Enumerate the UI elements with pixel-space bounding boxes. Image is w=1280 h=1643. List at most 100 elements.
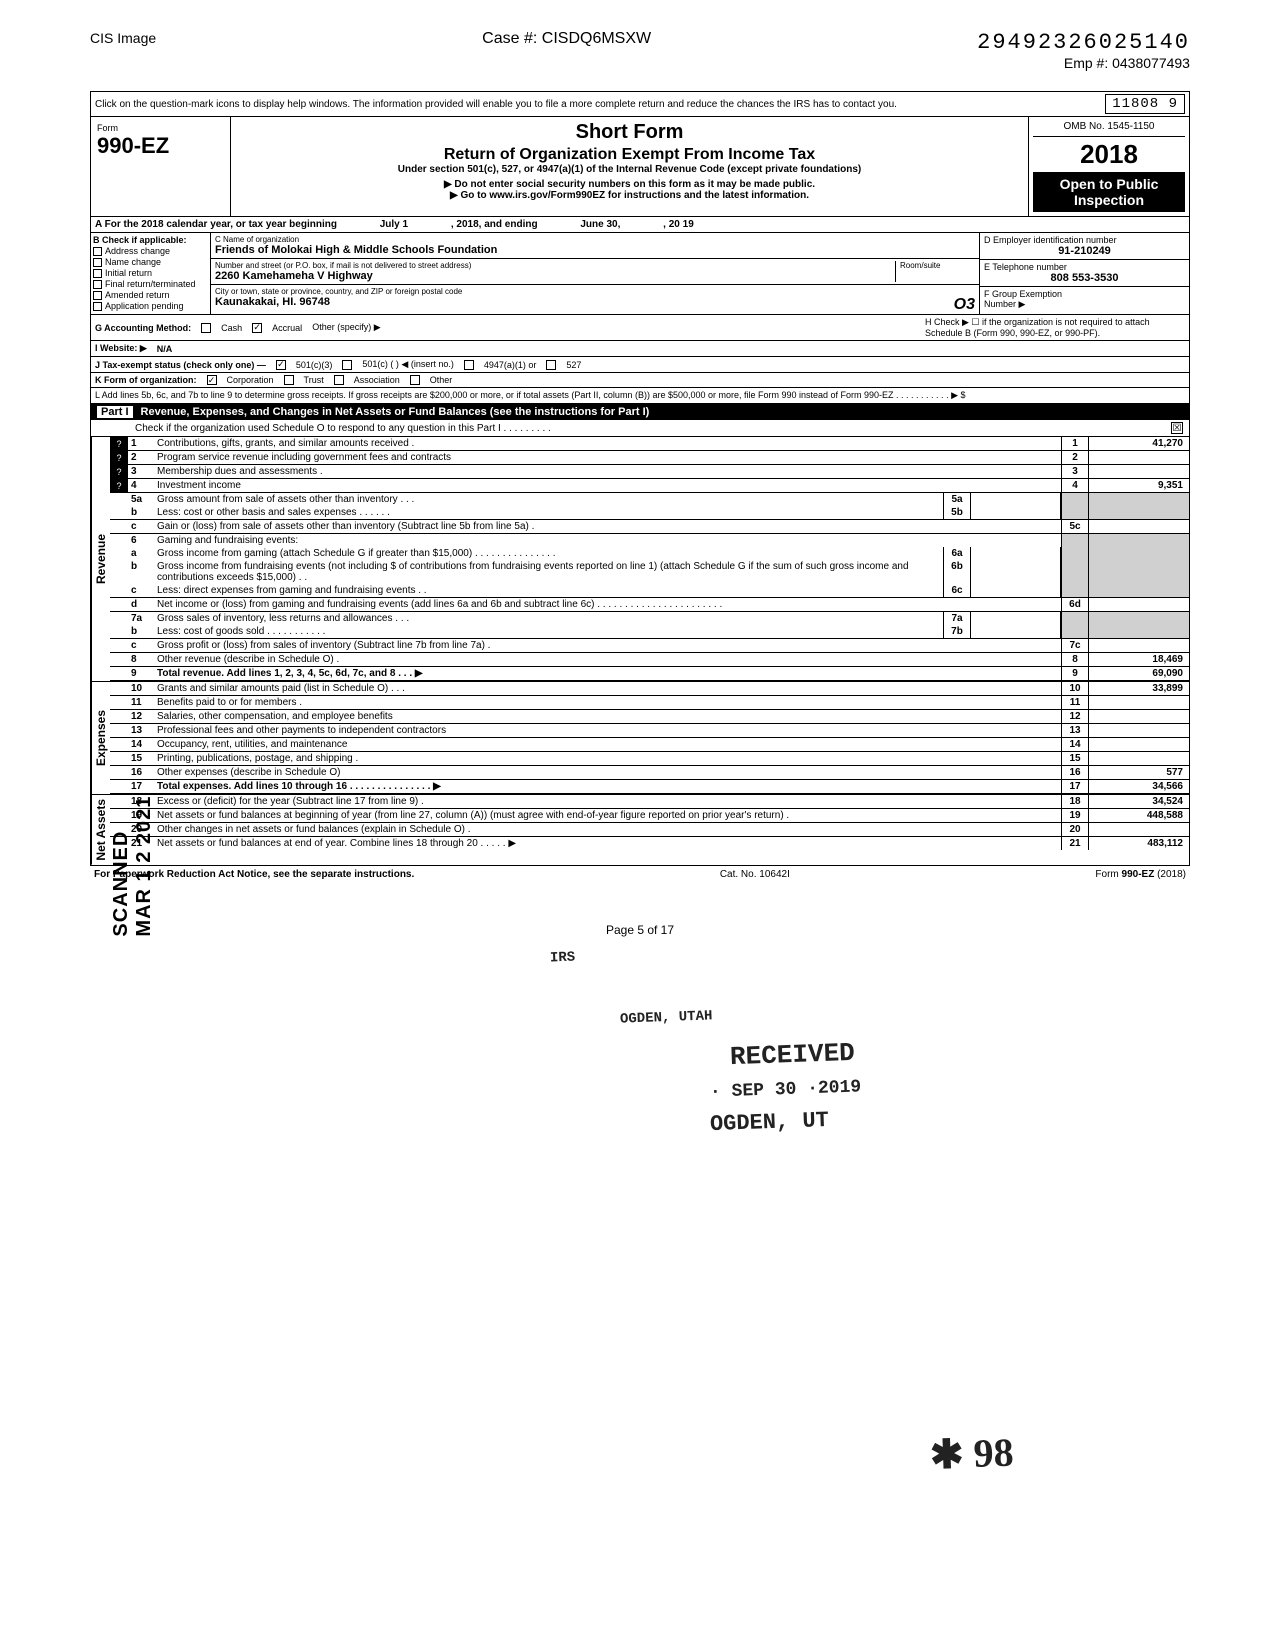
c-label: C Name of organization — [215, 235, 975, 244]
line-5a: 5a Gross amount from sale of assets othe… — [110, 493, 1189, 506]
line-21: 21 Net assets or fund balances at end of… — [110, 837, 1189, 850]
check-501c[interactable] — [342, 360, 352, 370]
org-city: Kaunakakai, HI. 96748 — [215, 296, 330, 308]
check-name-change[interactable]: Name change — [93, 257, 208, 267]
line-1: ?1 Contributions, gifts, grants, and sim… — [110, 437, 1189, 451]
netassets-label: Net Assets — [91, 795, 110, 865]
part1-header: Part I Revenue, Expenses, and Changes in… — [91, 404, 1189, 420]
row-k-form-org: K Form of organization: Corporation Trus… — [91, 373, 1189, 388]
stamp-received: RECEIVED — [730, 1038, 856, 1072]
org-address: 2260 Kamehameha V Highway — [215, 270, 373, 282]
line-16: 16 Other expenses (describe in Schedule … — [110, 766, 1189, 780]
page-top-header: CIS Image Case #: CISDQ6MSXW 29492326025… — [90, 30, 1190, 71]
expenses-label: Expenses — [91, 682, 110, 794]
org-name: Friends of Molokai High & Middle Schools… — [215, 244, 497, 256]
f-value: O3 — [954, 296, 975, 314]
website-value: N/A — [157, 344, 173, 354]
line-5c: c Gain or (loss) from sale of assets oth… — [110, 520, 1189, 534]
line-10: 10 Grants and similar amounts paid (list… — [110, 682, 1189, 696]
line-18: 18 Excess or (deficit) for the year (Sub… — [110, 795, 1189, 809]
check-corp[interactable] — [207, 375, 217, 385]
line-14: 14 Occupancy, rent, utilities, and maint… — [110, 738, 1189, 752]
stamp-date: · SEP 30 ·2019 — [710, 1077, 862, 1102]
row-l: L Add lines 5b, 6c, and 7b to line 9 to … — [91, 388, 1189, 404]
omb-number: OMB No. 1545-1150 — [1033, 121, 1185, 137]
h-note: H Check ▶ ☐ if the organization is not r… — [925, 317, 1185, 338]
part1-sub: Check if the organization used Schedule … — [91, 420, 1189, 436]
line-9: 9 Total revenue. Add lines 1, 2, 3, 4, 5… — [110, 667, 1189, 681]
line-3: ?3 Membership dues and assessments . 3 — [110, 465, 1189, 479]
box-b-checklist: B Check if applicable: Address change Na… — [91, 233, 211, 314]
line-7a: 7a Gross sales of inventory, less return… — [110, 612, 1189, 625]
case-label: Case #: — [482, 30, 537, 47]
e-label: E Telephone number — [984, 262, 1185, 272]
check-accrual[interactable] — [252, 323, 262, 333]
line-6c: c Less: direct expenses from gaming and … — [110, 584, 1189, 598]
ein-value: 91-210249 — [984, 245, 1185, 257]
line-6: 6 Gaming and fundraising events: — [110, 534, 1189, 547]
check-address-change[interactable]: Address change — [93, 246, 208, 256]
case-number: Case #: CISDQ6MSXW — [482, 30, 651, 48]
phone-value: 808 553-3530 — [984, 272, 1185, 284]
line-6a: a Gross income from gaming (attach Sched… — [110, 547, 1189, 560]
line-6d: d Net income or (loss) from gaming and f… — [110, 598, 1189, 612]
scanned-stamp: SCANNED MAR 1 2 2021 — [110, 780, 156, 937]
form-990ez: Click on the question-mark icons to disp… — [90, 91, 1190, 866]
city-label: City or town, state or province, country… — [215, 287, 975, 296]
goto-note: ▶ Go to www.irs.gov/Form990EZ for instru… — [237, 190, 1022, 201]
check-527[interactable] — [546, 360, 556, 370]
line-12: 12 Salaries, other compensation, and emp… — [110, 710, 1189, 724]
page-footer: Page 5 of 17 — [90, 923, 1190, 937]
line-7b: b Less: cost of goods sold . . . . . . .… — [110, 625, 1189, 639]
check-assoc[interactable] — [334, 375, 344, 385]
check-501c3[interactable] — [276, 360, 286, 370]
line-8: 8 Other revenue (describe in Schedule O)… — [110, 653, 1189, 667]
form-footer: For Paperwork Reduction Act Notice, see … — [90, 866, 1190, 883]
tracking-number: 29492326025140 — [977, 30, 1190, 55]
revenue-label: Revenue — [91, 437, 110, 681]
tax-year: 20201818 — [1033, 137, 1185, 172]
line-5b: b Less: cost or other basis and sales ex… — [110, 506, 1189, 520]
check-cash[interactable] — [201, 323, 211, 333]
help-hint-row: Click on the question-mark icons to disp… — [91, 92, 1189, 117]
emp-number: Emp #: 0438077493 — [977, 55, 1190, 71]
form-title: Return of Organization Exempt From Incom… — [237, 146, 1022, 164]
check-other[interactable] — [410, 375, 420, 385]
signature-mark: ✱ 98 — [929, 1429, 1014, 1479]
stamp-ogden: OGDEN, UT — [710, 1108, 830, 1137]
line-6b: b Gross income from fundraising events (… — [110, 560, 1189, 584]
line-20: 20 Other changes in net assets or fund b… — [110, 823, 1189, 837]
d-label: D Employer identification number — [984, 235, 1185, 245]
cat-number: Cat. No. 10642I — [720, 869, 790, 880]
row-g-accounting: G Accounting Method: Cash Accrual Other … — [91, 315, 1189, 341]
form-number: 990-EZ — [97, 133, 224, 159]
line-17: 17 Total expenses. Add lines 10 through … — [110, 780, 1189, 794]
part1-check[interactable]: ☒ — [1171, 422, 1183, 434]
calendar-year-row: A For the 2018 calendar year, or tax yea… — [91, 217, 1189, 233]
check-4947[interactable] — [464, 360, 474, 370]
case-value: CISDQ6MSXW — [542, 30, 651, 47]
check-amended-return[interactable]: Amended return — [93, 290, 208, 300]
room-label: Room/suite — [900, 261, 975, 270]
short-form-label: Short Form — [237, 121, 1022, 144]
f-label: F Group Exemption Number ▶ — [984, 289, 1185, 310]
dln-box: 11808 9 — [1105, 94, 1185, 114]
form-ref: Form 990-EZ (2018) — [1095, 869, 1186, 880]
stamp-irs: IRS — [550, 950, 576, 967]
line-13: 13 Professional fees and other payments … — [110, 724, 1189, 738]
line-19: 19 Net assets or fund balances at beginn… — [110, 809, 1189, 823]
check-initial-return[interactable]: Initial return — [93, 268, 208, 278]
cis-label: CIS Image — [90, 30, 156, 46]
line-4: ?4 Investment income 49,351 — [110, 479, 1189, 493]
help-hint-text: Click on the question-mark icons to disp… — [95, 99, 897, 110]
line-11: 11 Benefits paid to or for members . 11 — [110, 696, 1189, 710]
line-7c: c Gross profit or (loss) from sales of i… — [110, 639, 1189, 653]
check-trust[interactable] — [284, 375, 294, 385]
check-final-return[interactable]: Final return/terminated — [93, 279, 208, 289]
addr-label: Number and street (or P.O. box, if mail … — [215, 261, 895, 270]
row-i-website: I Website: ▶ N/A — [91, 341, 1189, 357]
line-2: ?2 Program service revenue including gov… — [110, 451, 1189, 465]
check-application-pending[interactable]: Application pending — [93, 301, 208, 311]
row-j-tax-status: J Tax-exempt status (check only one) — 5… — [91, 357, 1189, 373]
open-to-public: Open to Public Inspection — [1033, 172, 1185, 212]
